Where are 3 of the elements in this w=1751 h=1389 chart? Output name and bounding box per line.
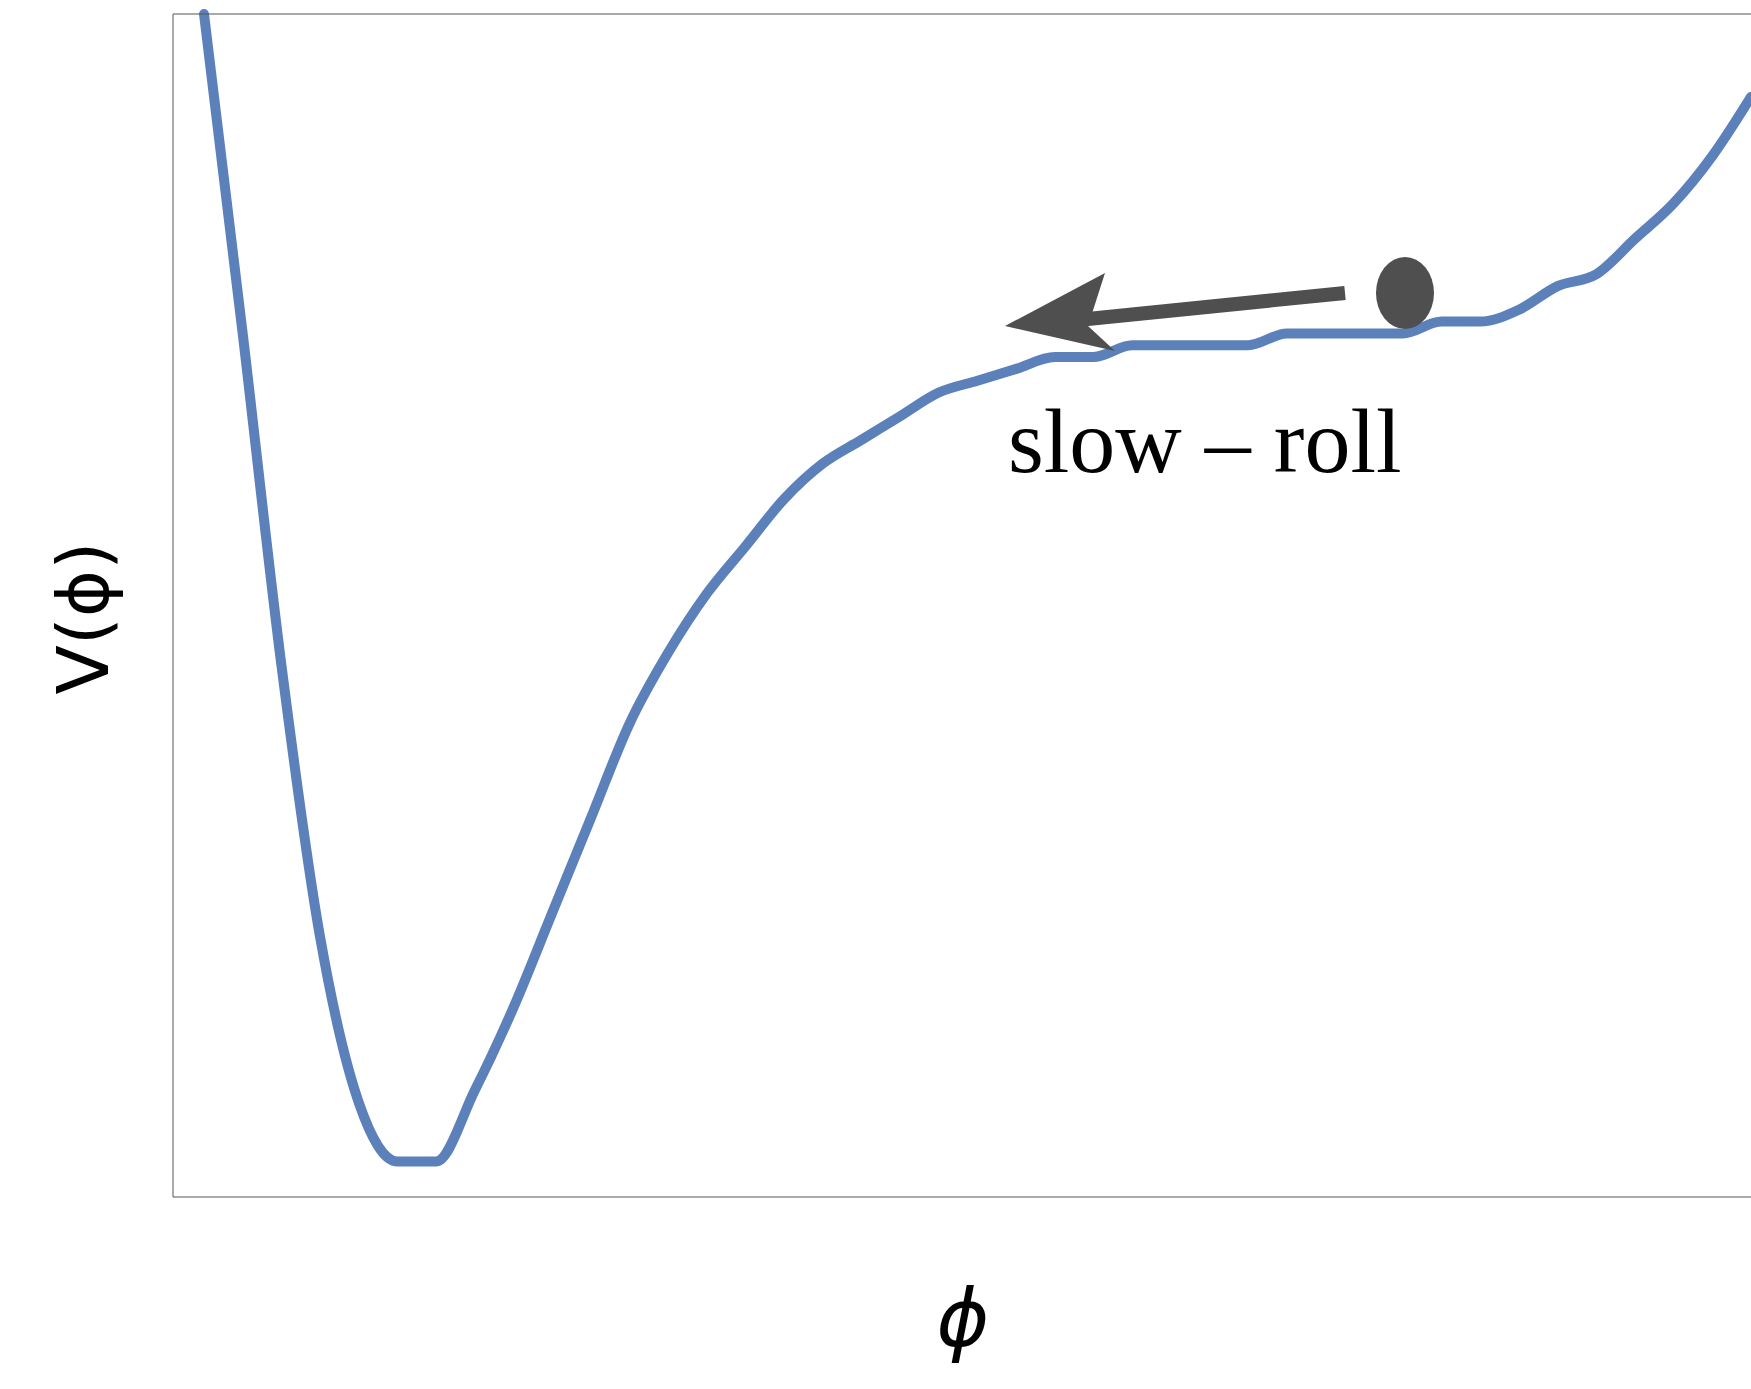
- x-axis-title: ϕ: [936, 1271, 990, 1365]
- y-axis-title: V(ϕ): [41, 541, 125, 695]
- annotation: slow – roll: [1008, 389, 1402, 494]
